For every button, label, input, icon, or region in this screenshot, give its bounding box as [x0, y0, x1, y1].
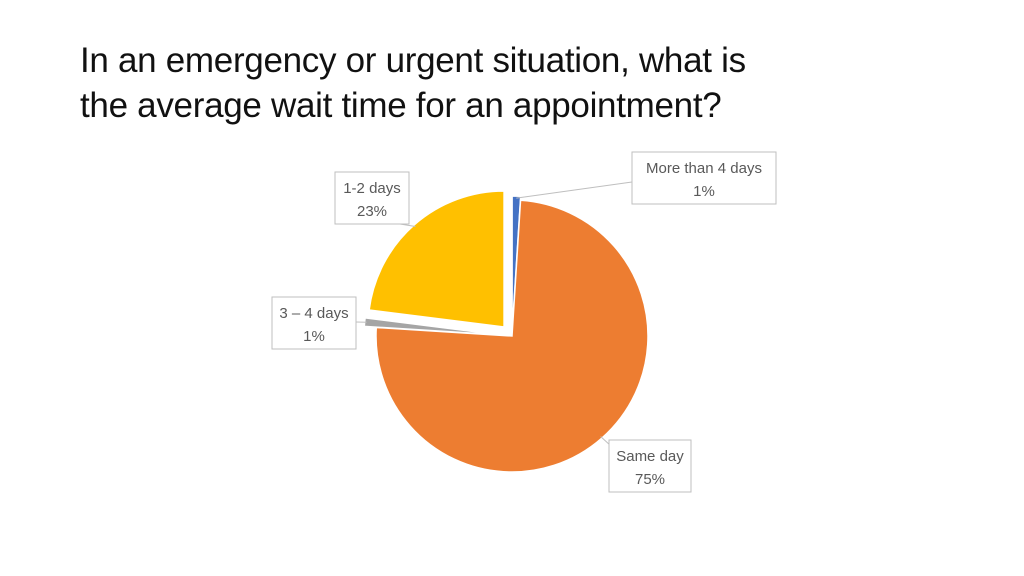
data-label-1-2-days: 1-2 days 23% — [334, 171, 410, 225]
pie-slice-1-2-days — [368, 190, 505, 328]
data-label-percent: 75% — [635, 471, 665, 488]
data-label-category: Same day — [616, 448, 684, 465]
data-label-same-day: Same day 75% — [608, 439, 692, 493]
data-label-percent: 1% — [303, 328, 325, 345]
data-label-box — [334, 171, 410, 225]
data-label-category: More than 4 days — [646, 160, 762, 177]
leader-line-more-than-4-days — [516, 181, 633, 199]
data-label-category: 1-2 days — [343, 180, 401, 197]
title-line-1: In an emergency or urgent situation, wha… — [80, 41, 746, 80]
data-label-percent: 1% — [693, 183, 715, 200]
data-labels: More than 4 days 1% Same day 75% 3 – 4 days 1… — [271, 151, 777, 493]
data-label-more-than-4-days: More than 4 days 1% — [631, 151, 777, 205]
data-label-box — [608, 439, 692, 493]
data-label-box — [631, 151, 777, 205]
data-label-3-4-days: 3 – 4 days 1% — [271, 296, 357, 350]
data-label-category: 3 – 4 days — [279, 305, 348, 322]
title-line-2: the average wait time for an appointment… — [80, 86, 722, 125]
slide-title: In an emergency or urgent situation, wha… — [80, 38, 960, 128]
pie-slices — [363, 190, 649, 473]
data-label-box — [271, 296, 357, 350]
data-label-percent: 23% — [357, 203, 387, 220]
